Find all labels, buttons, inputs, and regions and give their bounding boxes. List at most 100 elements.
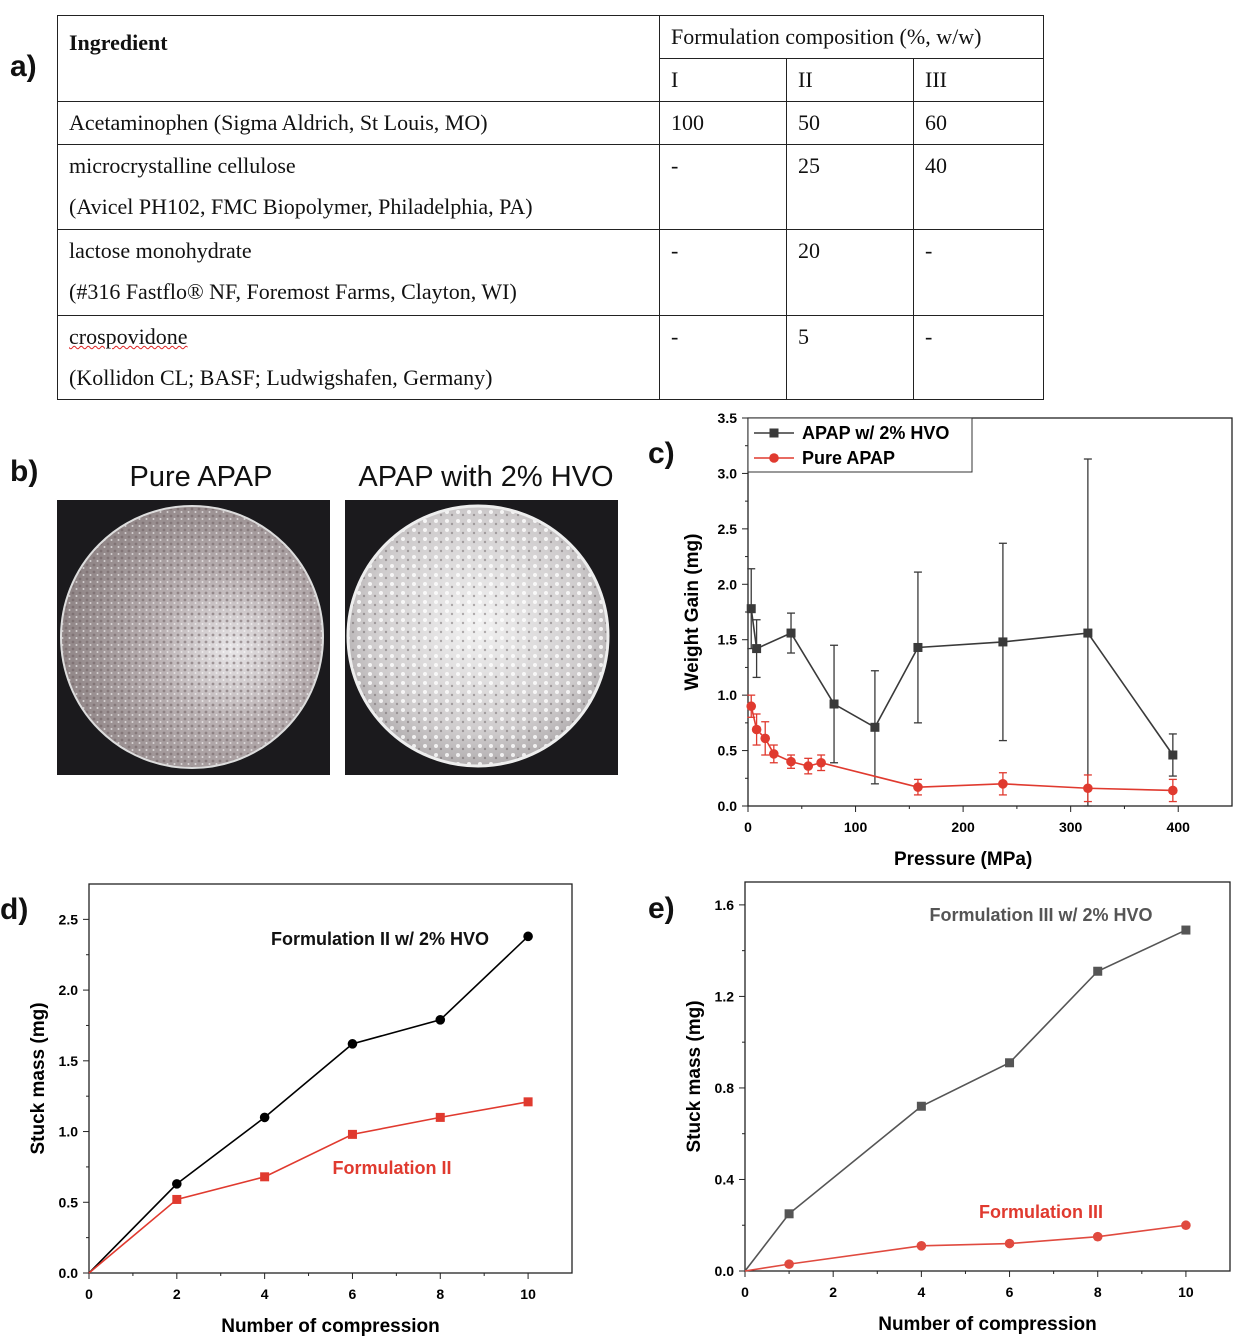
- data-point: [870, 722, 880, 732]
- data-point: [1093, 966, 1103, 976]
- series-pure-apap: [746, 694, 1178, 803]
- x-tick-label: 2: [173, 1286, 181, 1302]
- x-tick-label: 2: [829, 1284, 837, 1300]
- y-tick-label: 0.4: [715, 1171, 735, 1187]
- panel-label-e: e): [648, 892, 675, 925]
- x-tick-label: 400: [1167, 819, 1191, 835]
- data-point: [760, 733, 771, 744]
- x-tick-label: 6: [349, 1286, 357, 1302]
- y-tick-label: 3.0: [718, 465, 738, 481]
- x-tick-label: 0: [741, 1284, 749, 1300]
- data-point: [769, 749, 779, 759]
- ingredient-detail: (Kollidon CL; BASF; Ludwigshafen, German…: [69, 365, 493, 390]
- x-tick-label: 8: [1094, 1284, 1102, 1300]
- header-composition: Formulation composition (%, w/w): [659, 15, 1044, 59]
- series-formulation-iii: [744, 1220, 1191, 1272]
- ingredient-name: Acetaminophen (Sigma Aldrich, St Louis, …: [57, 101, 660, 145]
- panel-label-c: c): [648, 437, 675, 470]
- plot-frame: [88, 883, 573, 1274]
- data-point: [1083, 628, 1093, 638]
- legend-box: [747, 417, 973, 473]
- y-tick-label: 2.5: [718, 521, 738, 537]
- data-point: [347, 1039, 358, 1049]
- table-row: Acetaminophen (Sigma Aldrich, St Louis, …: [57, 101, 1044, 145]
- data-point: [259, 1112, 270, 1123]
- ingredient-detail: (Avicel PH102, FMC Biopolymer, Philadelp…: [69, 194, 533, 219]
- series-annotation: Formulation II w/ 2% HVO: [271, 929, 489, 949]
- data-point: [803, 761, 814, 771]
- x-tick-label: 10: [520, 1286, 536, 1302]
- x-tick-label: 4: [917, 1284, 925, 1300]
- y-tick-label: 2.5: [59, 911, 79, 927]
- data-point: [523, 931, 533, 942]
- data-point: [916, 1241, 927, 1251]
- data-point: [916, 1101, 926, 1111]
- series-annotation: Formulation III: [979, 1202, 1103, 1222]
- series-apap-w-2-hvo: [746, 458, 1178, 807]
- data-point: [1092, 1231, 1103, 1242]
- y-tick-label: 2.0: [59, 982, 79, 998]
- y-tick-label: 0.0: [715, 1263, 735, 1279]
- data-point: [752, 644, 762, 654]
- x-tick-label: 200: [951, 819, 975, 835]
- tablet-photo-apap-hvo: [345, 500, 618, 775]
- data-point: [746, 604, 756, 614]
- data-point: [751, 724, 762, 735]
- y-tick-label: 3.5: [718, 410, 738, 426]
- y-tick-label: 0.5: [59, 1194, 79, 1210]
- series-line: [88, 1101, 529, 1274]
- x-tick-label: 4: [261, 1286, 269, 1302]
- data-point: [172, 1179, 182, 1189]
- x-tick-label: 0: [744, 819, 752, 835]
- photo-title-apap-hvo: APAP with 2% HVO: [358, 461, 614, 493]
- series-line: [750, 608, 1174, 756]
- y-tick-label: 1.2: [715, 988, 735, 1004]
- x-tick-label: 100: [844, 819, 868, 835]
- plot-frame: [744, 881, 1231, 1272]
- table-row: microcrystalline cellulose (Avicel PH102,…: [57, 144, 1044, 230]
- panel-label-a: a): [10, 50, 37, 83]
- header-ingredient: Ingredient: [57, 15, 660, 102]
- x-tick-label: 300: [1059, 819, 1083, 835]
- legend-marker: [769, 428, 779, 438]
- data-point: [172, 1194, 182, 1204]
- series-formulation-iii-w-2-hvo: [744, 925, 1191, 1272]
- series-line: [744, 929, 1187, 1272]
- data-point: [784, 1209, 794, 1219]
- chart-d: 0 2 4 6 8 10 0.0 0.5 1.0 1.5 2.0 2.5 Number of compr…: [28, 883, 573, 1337]
- cell-value: 5: [786, 315, 914, 400]
- ingredient-name: crospovidone: [69, 324, 188, 349]
- y-tick-label: 0.8: [715, 1080, 735, 1096]
- x-tick-label: 6: [1006, 1284, 1014, 1300]
- data-point: [1168, 750, 1178, 760]
- x-axis-label: Number of compression: [221, 1316, 440, 1337]
- data-point: [816, 757, 826, 768]
- y-tick-label: 0.5: [718, 743, 738, 759]
- data-point: [786, 756, 796, 767]
- series-line: [750, 706, 1173, 792]
- data-point: [260, 1172, 270, 1182]
- y-tick-label: 1.6: [715, 897, 735, 913]
- series-line: [744, 1224, 1187, 1272]
- tablet-photo-pure-apap: [57, 500, 330, 775]
- data-point: [1181, 925, 1191, 935]
- cell-value: 20: [786, 229, 914, 316]
- ingredient-name: microcrystalline cellulose: [69, 153, 296, 178]
- data-point: [784, 1259, 794, 1269]
- legend-label: APAP w/ 2% HVO: [802, 423, 949, 443]
- y-axis-label: Stuck mass (mg): [28, 1002, 49, 1154]
- x-tick-label: 0: [85, 1286, 93, 1302]
- series-annotation: Formulation II: [333, 1158, 452, 1178]
- data-point: [1168, 785, 1178, 796]
- chart-c: 0 100 200 300 400 0.0 0.5 1.0 1.5 2.0 2.5 3.0 3.5 Pre…: [682, 410, 1233, 870]
- legend-marker: [769, 453, 779, 463]
- data-point: [435, 1112, 445, 1122]
- cell-value: 60: [913, 101, 1044, 145]
- y-tick-label: 1.0: [718, 687, 738, 703]
- panel-label-d: d): [0, 893, 29, 926]
- data-point: [347, 1129, 357, 1139]
- data-point: [998, 779, 1008, 789]
- series-annotation: Formulation III w/ 2% HVO: [929, 905, 1152, 925]
- y-tick-label: 0.0: [718, 798, 738, 814]
